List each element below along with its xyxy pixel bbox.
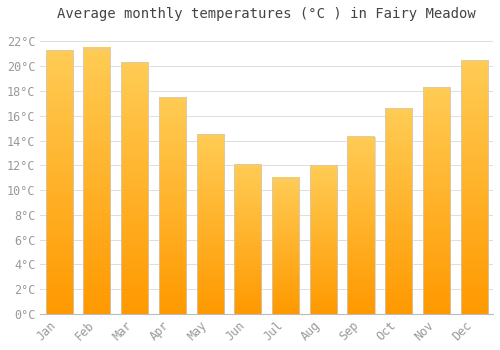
Title: Average monthly temperatures (°C ) in Fairy Meadow: Average monthly temperatures (°C ) in Fa…: [58, 7, 476, 21]
